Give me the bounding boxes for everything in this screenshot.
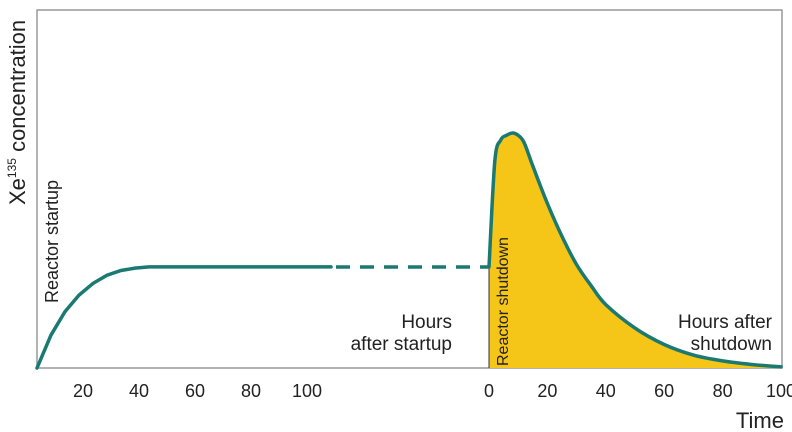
x-tick-label-startup: 80 xyxy=(241,381,261,401)
x-tick-label-shutdown: 40 xyxy=(596,381,616,401)
reactor-startup-label: Reactor startup xyxy=(42,180,62,303)
x-tick-label-startup: 40 xyxy=(129,381,149,401)
x-tick-label-startup: 60 xyxy=(185,381,205,401)
hours-startup-line2: after startup xyxy=(351,334,452,355)
startup-curve xyxy=(35,265,333,370)
hours-shutdown-line2: shutdown xyxy=(691,334,772,355)
y-label-rest: concentration xyxy=(5,20,30,158)
reactor-shutdown-label: Reactor shutdown xyxy=(495,237,512,366)
tick-labels: 20 40 60 80 100 0 20 40 60 80 100 xyxy=(73,381,792,401)
x-tick-label-startup: 100 xyxy=(292,381,322,401)
y-label-main: Xe xyxy=(5,178,30,205)
y-label-sup: 135 xyxy=(5,158,19,178)
x-axis-label: Time xyxy=(736,408,784,432)
x-tick-label-shutdown: 100 xyxy=(766,381,792,401)
x-tick-label-shutdown: 60 xyxy=(654,381,674,401)
x-tick-label-shutdown: 80 xyxy=(713,381,733,401)
hours-startup-line1: Hours xyxy=(401,312,452,333)
x-tick-label-shutdown: 0 xyxy=(484,381,494,401)
x-tick-label-startup: 20 xyxy=(73,381,93,401)
shutdown-curve xyxy=(487,131,783,369)
shutdown-area xyxy=(489,133,781,368)
hours-shutdown-line1: Hours after xyxy=(678,312,773,333)
plot-frame xyxy=(36,9,783,369)
x-tick-label-shutdown: 20 xyxy=(537,381,557,401)
y-axis-label: Xe135 concentration xyxy=(5,20,30,205)
